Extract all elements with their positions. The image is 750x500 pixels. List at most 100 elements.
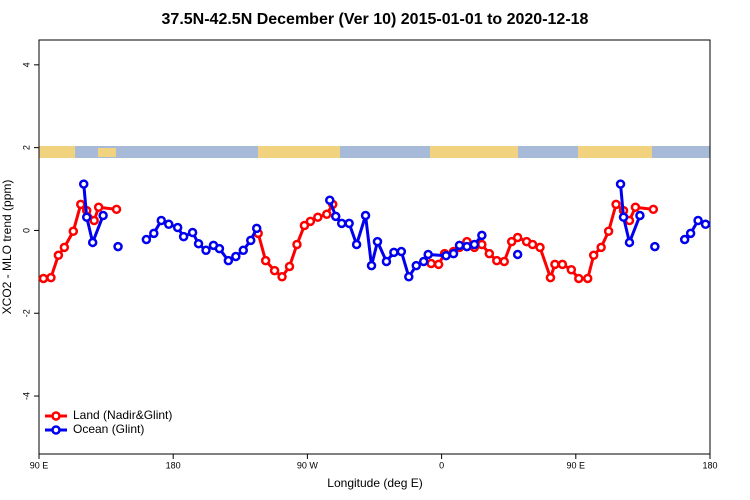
data-point <box>223 255 234 266</box>
data-point <box>372 236 383 247</box>
data-point <box>336 218 347 229</box>
y-tick-label: 4 <box>21 62 31 67</box>
data-point <box>141 234 152 245</box>
data-point <box>396 246 407 257</box>
data-point <box>618 212 629 222</box>
data-point <box>506 236 517 247</box>
data-point <box>330 211 341 222</box>
data-point <box>477 239 487 250</box>
data-point <box>305 216 316 227</box>
data-point <box>512 232 523 243</box>
data-point <box>648 204 659 215</box>
y-axis-label: XCO2 - MLO trend (ppm) <box>0 180 14 315</box>
data-point <box>156 215 167 226</box>
data-point <box>433 259 444 270</box>
x-tick-label: 180 <box>166 460 181 470</box>
data-point <box>650 241 660 252</box>
x-tick-label: 90 E <box>567 460 586 470</box>
data-point <box>38 273 49 284</box>
y-tick-label: 2 <box>21 145 31 150</box>
data-point <box>187 227 198 238</box>
data-point <box>679 234 690 245</box>
data-point <box>582 273 593 284</box>
data-point <box>492 255 502 266</box>
data-point <box>484 248 495 259</box>
data-point <box>93 202 104 213</box>
data-point <box>149 228 159 239</box>
data-point <box>499 256 509 267</box>
data-point <box>624 237 635 248</box>
data-point <box>81 212 92 222</box>
data-point <box>477 230 487 241</box>
data-point <box>163 219 174 229</box>
data-point <box>251 223 262 234</box>
x-tick-label: 90 E <box>30 460 49 470</box>
data-point <box>284 261 295 272</box>
x-axis-label: Longitude (deg E) <box>327 476 422 490</box>
data-point <box>404 272 414 282</box>
data-point <box>245 235 256 246</box>
y-tick-label: -4 <box>21 392 31 400</box>
data-point <box>313 212 323 222</box>
data-point <box>193 238 204 249</box>
data-point <box>454 240 465 251</box>
map-strip <box>39 146 710 158</box>
data-point <box>89 215 99 226</box>
data-point <box>557 259 568 270</box>
data-point <box>603 226 614 237</box>
data-point <box>635 210 645 221</box>
legend-label: Land (Nadir&Glint) <box>73 408 172 422</box>
data-point <box>588 250 599 261</box>
y-tick-label: -2 <box>21 309 31 317</box>
data-point <box>512 249 523 260</box>
plot-frame <box>38 39 711 455</box>
data-point <box>269 265 280 276</box>
data-point <box>448 248 459 259</box>
data-point <box>68 226 79 237</box>
x-tick-label: 180 <box>702 460 717 470</box>
data-point <box>630 202 641 213</box>
legend-marker <box>51 425 61 435</box>
data-point <box>113 241 123 252</box>
data-point <box>700 219 711 229</box>
data-point <box>550 259 560 270</box>
data-point <box>59 242 70 253</box>
data-point <box>292 239 302 250</box>
data-point <box>201 245 211 256</box>
data-point <box>527 239 538 250</box>
data-point <box>351 239 362 250</box>
data-point <box>596 242 606 253</box>
data-point <box>418 256 429 267</box>
data-point <box>411 260 422 271</box>
data-point <box>545 272 556 283</box>
data-point <box>381 256 392 267</box>
data-point <box>423 249 433 260</box>
data-point <box>566 265 577 275</box>
data-point <box>87 237 98 248</box>
data-point <box>214 243 225 254</box>
data-point <box>322 209 332 220</box>
data-point <box>615 179 626 189</box>
data-point <box>238 245 249 256</box>
data-point <box>426 258 436 269</box>
data-point <box>693 215 703 226</box>
data-point <box>172 222 183 233</box>
data-point <box>325 195 335 205</box>
chart-title: 37.5N-42.5N December (Ver 10) 2015-01-01… <box>162 11 589 28</box>
data-point <box>277 272 287 282</box>
data-point <box>685 228 696 239</box>
y-tick-label: 0 <box>21 228 31 233</box>
data-point <box>46 272 56 283</box>
data-point <box>178 231 189 242</box>
data-point <box>231 251 241 262</box>
data-point <box>299 220 310 231</box>
data-point <box>111 204 122 215</box>
data-point <box>98 210 108 221</box>
data-point <box>611 199 621 210</box>
data-point <box>78 179 89 189</box>
data-point <box>344 218 354 229</box>
data-point <box>441 250 451 261</box>
data-point <box>535 242 545 253</box>
data-point <box>366 260 377 271</box>
